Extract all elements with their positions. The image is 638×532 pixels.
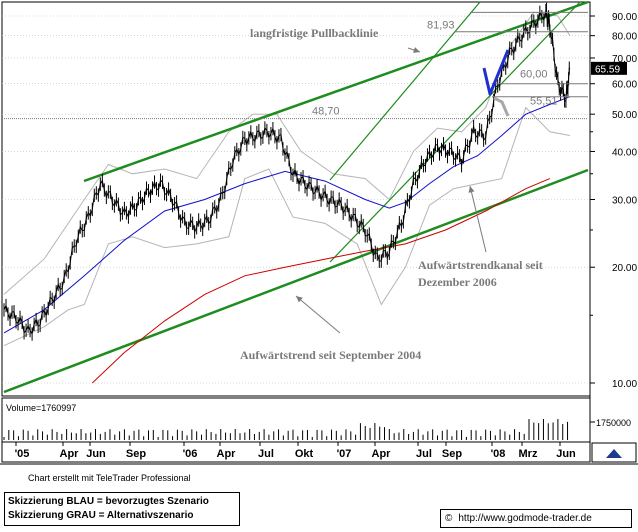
x-tick-label: Jul xyxy=(416,448,432,460)
x-tick-label: Apr xyxy=(372,448,392,460)
channel-pointer xyxy=(469,185,487,253)
annotation-channel-line1: Aufwärtstrendkanal seit xyxy=(418,258,543,272)
grey-scenario-arrow xyxy=(493,96,510,117)
long-term-uptrend-line xyxy=(3,168,589,394)
x-tick-label: Apr xyxy=(217,448,237,460)
x-tick-label: Sep xyxy=(126,448,146,460)
x-tick-label: Jun xyxy=(556,448,576,460)
copyright-icon: © xyxy=(445,513,453,524)
annotation-channel-line2: Dezember 2006 xyxy=(418,275,497,289)
volume-tick-label: 1750000 xyxy=(596,418,631,428)
annotation-trend: Aufwärtstrend seit September 2004 xyxy=(240,348,421,362)
level-label: 55,51 xyxy=(530,96,558,108)
lower-band xyxy=(3,106,570,347)
level-label: 81,93 xyxy=(427,20,455,32)
x-tick-label: Sep xyxy=(442,448,462,460)
channel-pointer-head xyxy=(468,186,475,193)
x-tick-label: '07 xyxy=(337,448,352,460)
x-tick-label: '08 xyxy=(491,448,506,460)
ma-blue-line xyxy=(3,96,571,334)
chart-credit: Chart erstellt mit TeleTrader Profession… xyxy=(28,473,191,483)
y-tick-label: 60.00 xyxy=(612,80,637,91)
level-label: 48,70 xyxy=(312,106,340,118)
scenario-legend: Skizzierung BLAU = bevorzugtes Szenario … xyxy=(4,492,240,526)
last-price-badge xyxy=(591,61,627,75)
volume-label: Volume=1760997 xyxy=(6,403,76,413)
level-label: 60,00 xyxy=(520,69,548,81)
y-tick-label: 30.00 xyxy=(612,196,637,207)
channel-lower-line xyxy=(329,1,581,263)
x-tick-label: Mrz xyxy=(519,448,538,460)
legend-blue: Skizzierung BLAU = bevorzugtes Szenario xyxy=(8,496,209,507)
y-tick-label: 20.00 xyxy=(612,263,637,274)
source-url-box[interactable]: © http://www.godmode-trader.de xyxy=(440,509,632,528)
y-tick-label: 10.00 xyxy=(612,379,637,390)
annotation-pullback: langfristige Pullbacklinie xyxy=(250,26,379,40)
legend-grey: Skizzierung GRAU = Alternativszenario xyxy=(8,510,194,521)
x-tick-label: Jun xyxy=(86,448,106,460)
y-tick-label: 50.00 xyxy=(612,110,637,121)
x-tick-label: Jul xyxy=(258,448,274,460)
trend-pointer xyxy=(295,295,341,334)
x-tick-label: '06 xyxy=(183,448,198,460)
source-url[interactable]: http://www.godmode-trader.de xyxy=(458,513,592,524)
y-tick-label: 80.00 xyxy=(612,32,637,43)
x-tick-label: Apr xyxy=(60,448,80,460)
trend-pointer-head xyxy=(296,296,303,303)
stock-chart: 81,93 60,00 55,51 48,70 langfristige Pullba… xyxy=(0,0,638,465)
price-line xyxy=(3,7,571,336)
ma-red-line xyxy=(91,178,551,384)
y-tick-label: 90.00 xyxy=(612,12,637,23)
last-price-label: 65.59 xyxy=(595,64,620,75)
price-panel-frame xyxy=(1,1,591,397)
x-tick-label: Okt xyxy=(295,448,314,460)
x-tick-label: '05 xyxy=(15,448,30,460)
scroll-arrow-icon[interactable] xyxy=(606,449,622,458)
pullback-pointer-head xyxy=(413,47,420,53)
y-tick-label: 40.00 xyxy=(612,147,637,158)
y-tick-label: 70.00 xyxy=(612,54,637,65)
blue-scenario-arrow xyxy=(482,49,510,96)
